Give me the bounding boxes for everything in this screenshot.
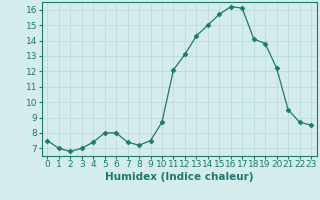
X-axis label: Humidex (Indice chaleur): Humidex (Indice chaleur) (105, 172, 253, 182)
